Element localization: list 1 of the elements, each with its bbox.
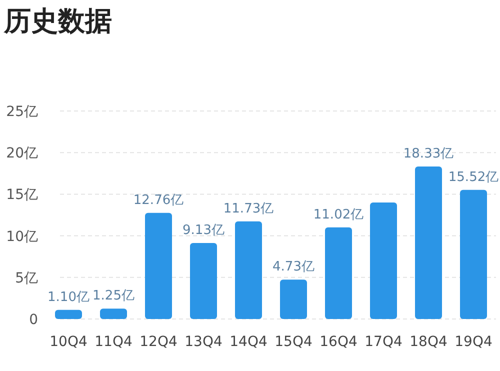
title: 历史数据 [4, 6, 112, 37]
